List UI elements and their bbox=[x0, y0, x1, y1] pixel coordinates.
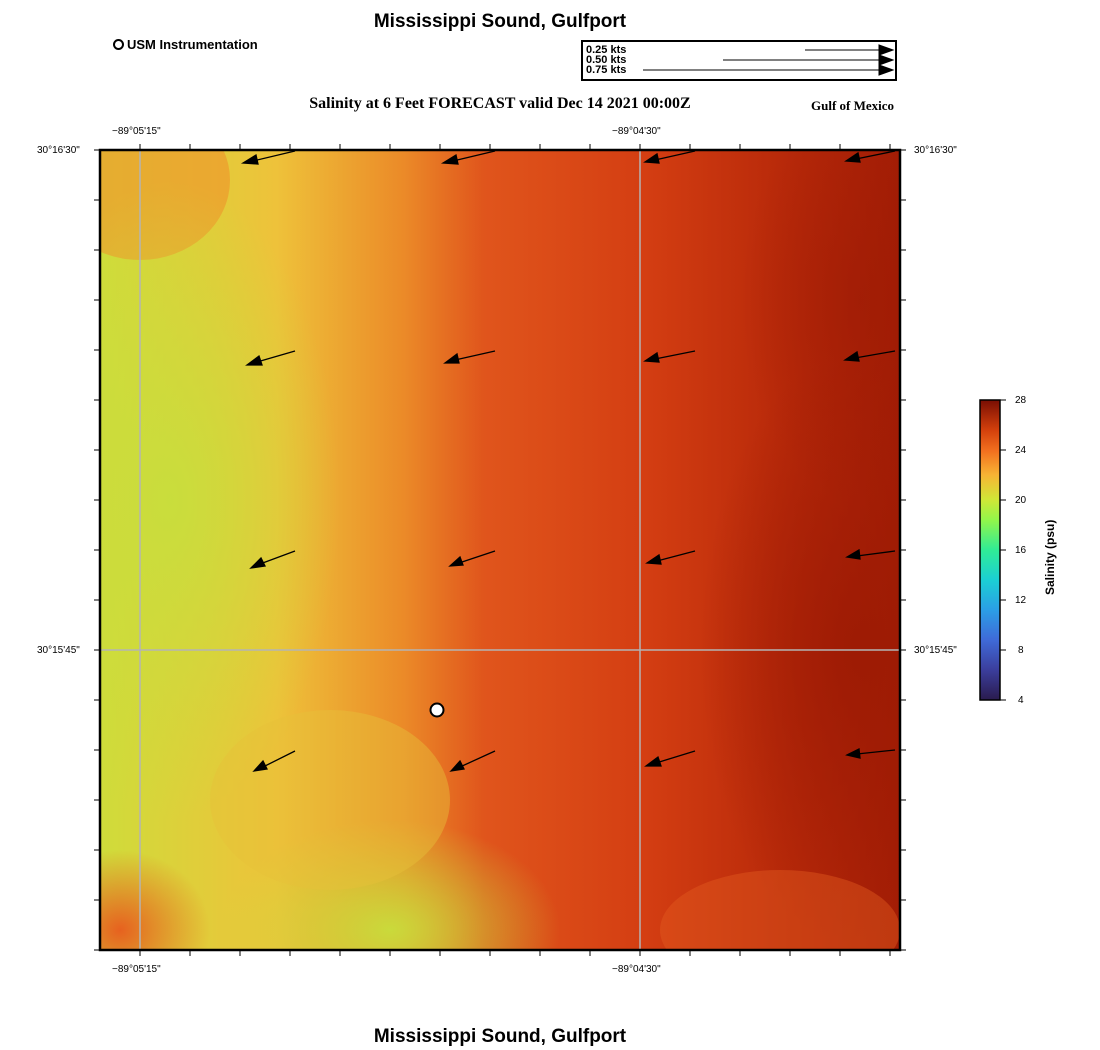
current-vector-head bbox=[440, 153, 459, 165]
current-vector bbox=[454, 350, 496, 361]
lat-tick-right-2: 30°15'45" bbox=[914, 645, 957, 656]
current-vector bbox=[256, 350, 296, 363]
salinity-colorbar bbox=[979, 399, 1006, 701]
vector-scale-label-3: 0.75 kts bbox=[586, 64, 627, 76]
lat-tick-right-1: 30°16'30" bbox=[914, 145, 957, 156]
colorbar-tick-20: 20 bbox=[1015, 495, 1027, 506]
colorbar-tick-16: 16 bbox=[1015, 545, 1027, 556]
vector-scale-arrows bbox=[643, 44, 895, 76]
current-vector-head bbox=[245, 354, 263, 366]
map-title: Mississippi Sound, Gulfport bbox=[373, 11, 627, 32]
current-vectors bbox=[240, 150, 896, 772]
vector-scale-label-1: 0.25 kts bbox=[586, 44, 627, 56]
current-vector bbox=[655, 750, 696, 764]
current-vector bbox=[262, 750, 296, 768]
current-vector-head bbox=[644, 755, 662, 767]
current-vector bbox=[856, 550, 896, 557]
station-marker-icon bbox=[113, 39, 124, 50]
map-frame-ticks bbox=[94, 144, 906, 956]
colorbar-title: Salinity (psu) bbox=[1043, 519, 1057, 595]
current-vector bbox=[654, 350, 696, 360]
map-subtitle: Salinity at 6 Feet FORECAST valid Dec 14… bbox=[309, 95, 691, 112]
current-vector bbox=[252, 150, 296, 162]
salinity-field bbox=[100, 150, 900, 950]
current-vector bbox=[458, 550, 496, 564]
lat-tick-left-2: 30°15'45" bbox=[37, 645, 80, 656]
lat-tick-left-1: 30°16'30" bbox=[37, 145, 80, 156]
lon-tick-top-2: −89°04'30" bbox=[612, 126, 661, 137]
lon-tick-bottom-1: −89°05'15" bbox=[112, 964, 161, 975]
current-vector-head bbox=[845, 748, 861, 759]
current-vector bbox=[856, 749, 896, 755]
current-vector bbox=[654, 150, 696, 161]
colorbar-tick-28: 28 bbox=[1015, 395, 1027, 406]
lon-tick-top-1: −89°05'15" bbox=[112, 126, 161, 137]
current-vector-head bbox=[249, 556, 266, 569]
station-marker[interactable] bbox=[429, 702, 445, 718]
current-vector bbox=[854, 350, 896, 359]
current-vector bbox=[855, 150, 896, 160]
colorbar-tick-12: 12 bbox=[1015, 595, 1027, 606]
current-vector-head bbox=[449, 759, 465, 772]
salinity-map bbox=[94, 144, 906, 956]
current-vector-head bbox=[643, 152, 660, 164]
colorbar-tick-4: 4 bbox=[1018, 695, 1024, 706]
current-vector bbox=[452, 150, 496, 162]
current-vector-head bbox=[252, 759, 268, 772]
graticule bbox=[100, 150, 900, 950]
current-vector bbox=[656, 550, 696, 562]
colorbar-tick-8: 8 bbox=[1018, 645, 1024, 656]
colorbar-tick-24: 24 bbox=[1015, 445, 1027, 456]
current-vector-head bbox=[645, 553, 662, 565]
region-label: Gulf of Mexico bbox=[811, 98, 895, 113]
current-vector bbox=[259, 550, 296, 565]
current-vector-head bbox=[845, 548, 861, 560]
vector-scale-legend: 0.25 kts 0.50 kts 0.75 kts bbox=[581, 40, 897, 81]
station-legend: USM Instrumentation bbox=[113, 37, 258, 52]
current-vector-head bbox=[844, 151, 861, 163]
station-legend-label: USM Instrumentation bbox=[127, 37, 258, 52]
current-vector bbox=[459, 750, 496, 768]
current-vector-head bbox=[843, 350, 860, 362]
current-vector-head bbox=[643, 351, 660, 363]
current-vector-head bbox=[443, 352, 460, 364]
vector-scale-label-2: 0.50 kts bbox=[586, 54, 627, 66]
lon-tick-bottom-2: −89°04'30" bbox=[612, 964, 661, 975]
current-vector-head bbox=[240, 153, 259, 165]
current-vector-head bbox=[448, 555, 464, 567]
map-footer-title: Mississippi Sound, Gulfport bbox=[373, 1026, 627, 1047]
